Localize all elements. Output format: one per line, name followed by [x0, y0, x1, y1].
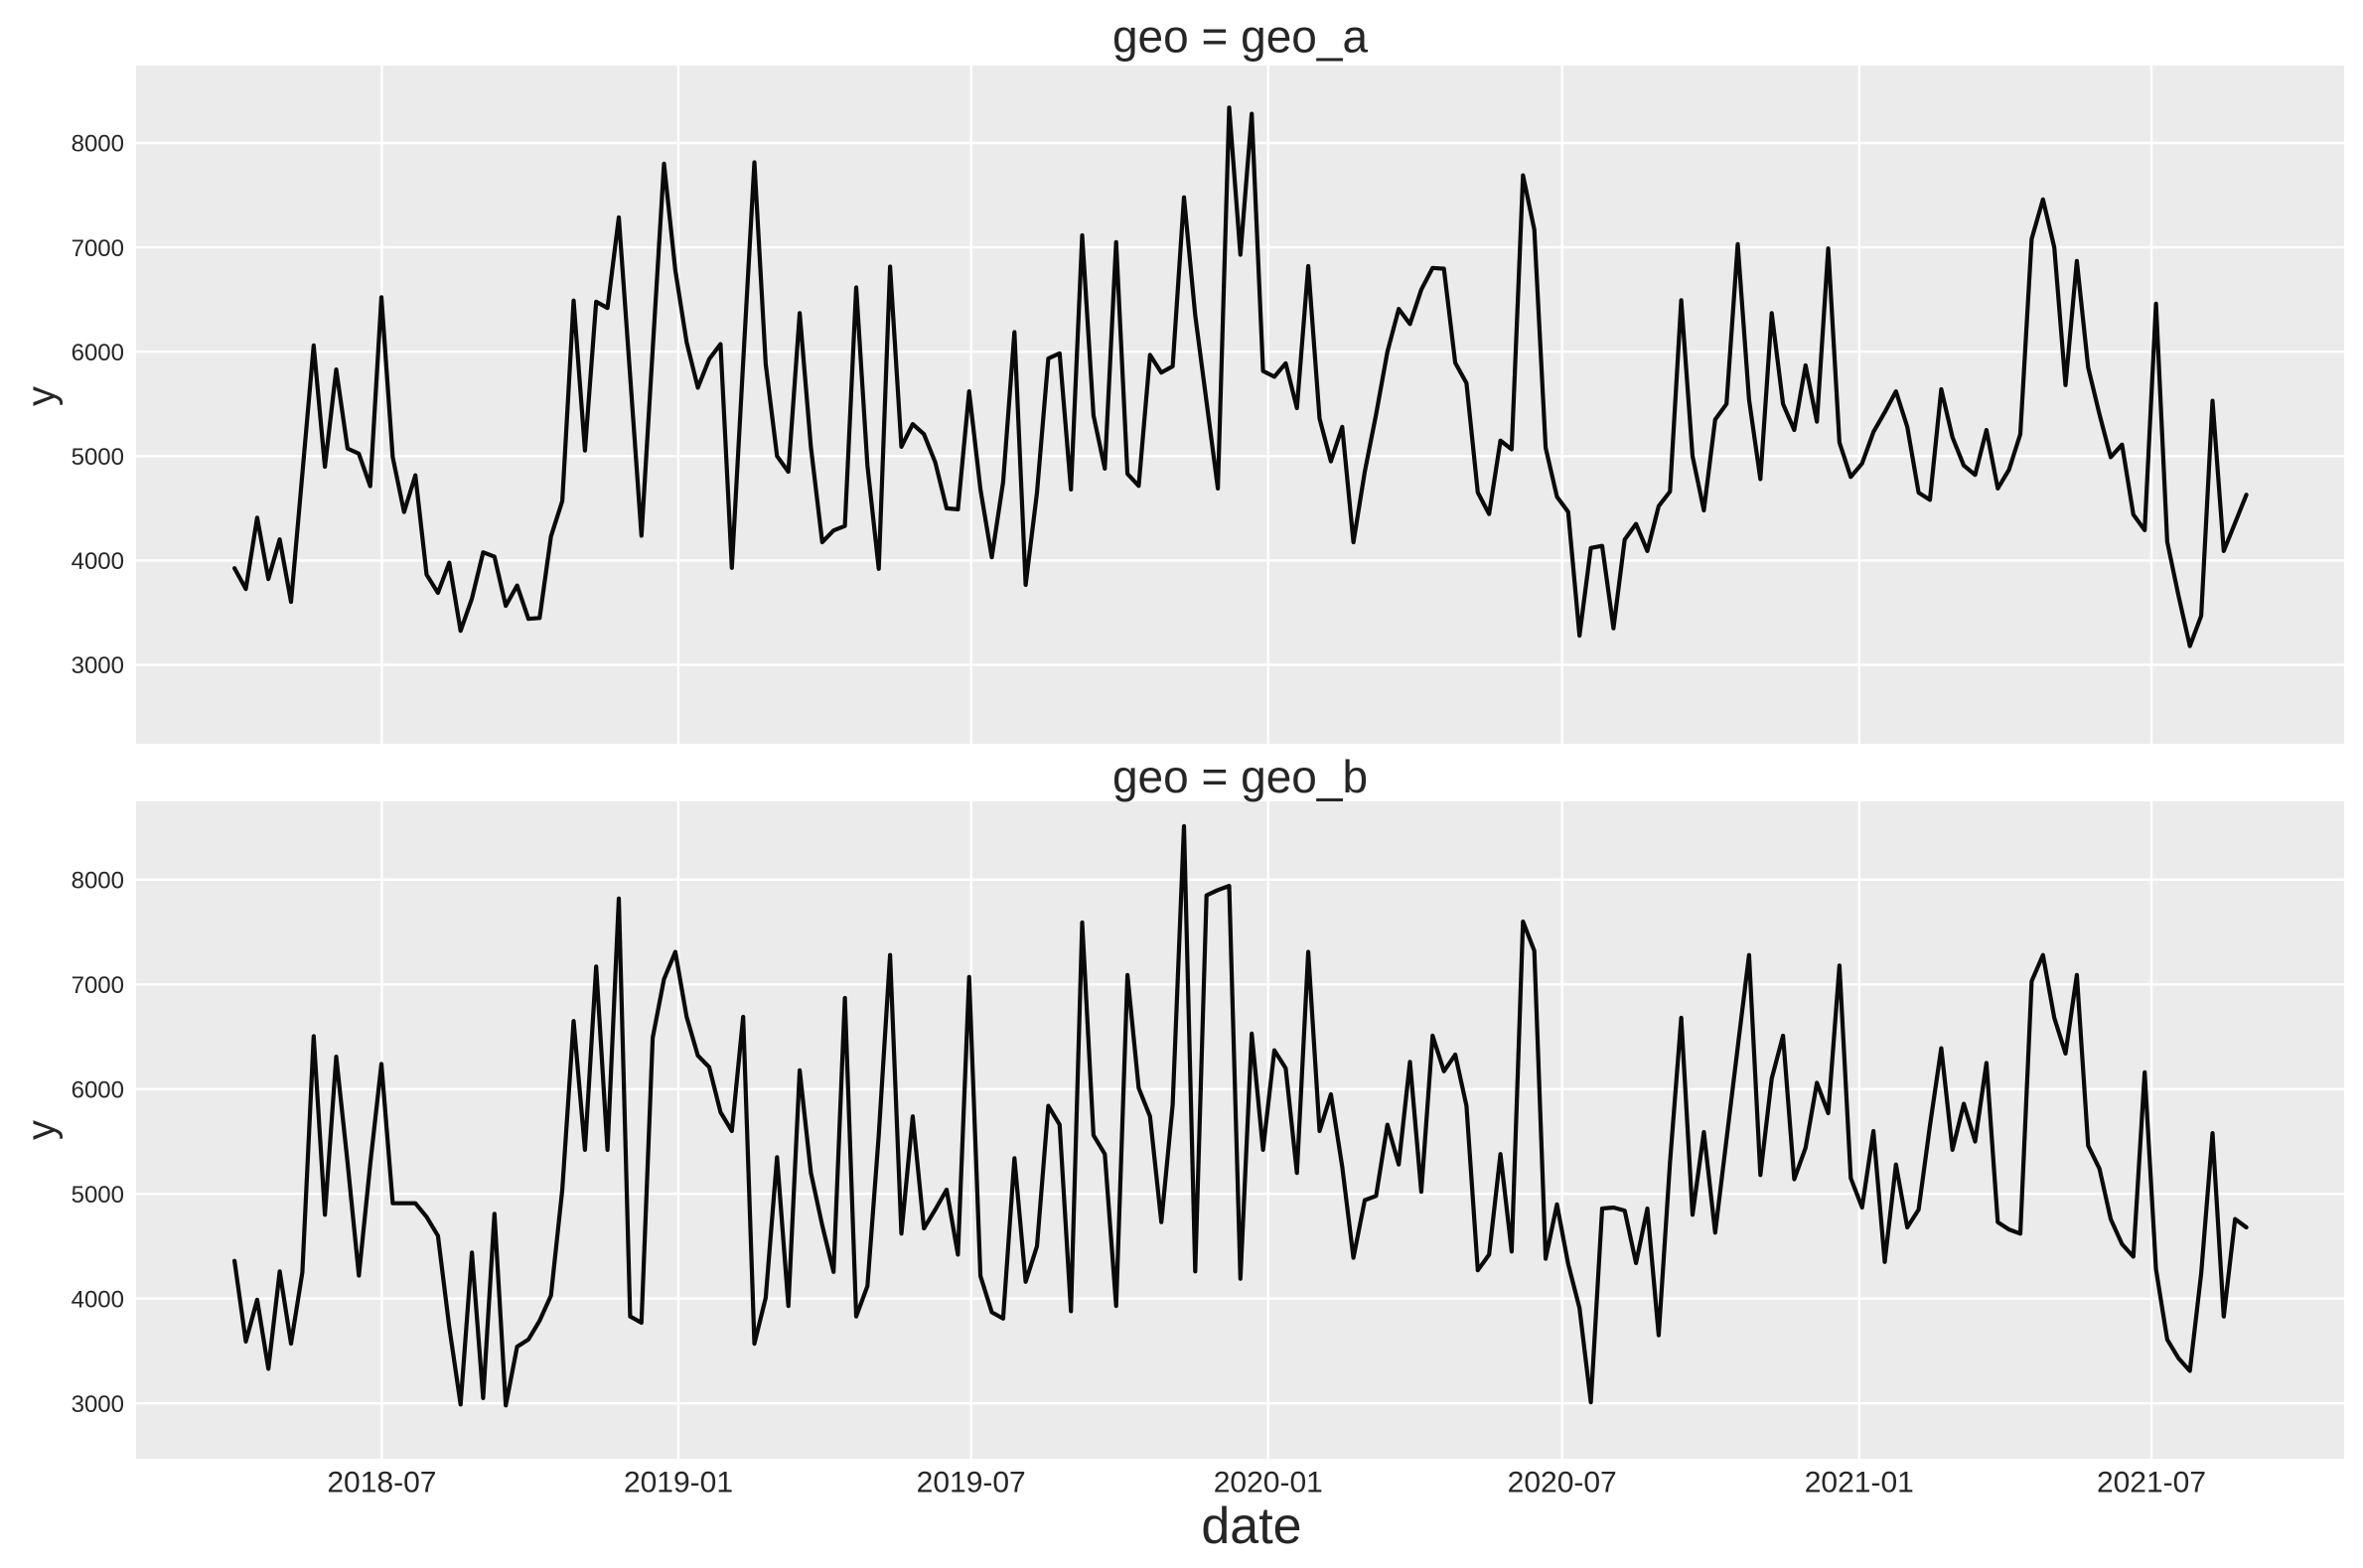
- svg-text:2020-07: 2020-07: [1508, 1467, 1617, 1499]
- svg-text:6000: 6000: [72, 1077, 124, 1104]
- svg-text:4000: 4000: [72, 548, 124, 575]
- svg-text:2019-01: 2019-01: [624, 1467, 733, 1499]
- svg-text:2020-01: 2020-01: [1214, 1467, 1323, 1499]
- svg-text:2018-07: 2018-07: [327, 1467, 436, 1499]
- svg-text:5000: 5000: [72, 444, 124, 471]
- svg-text:3000: 3000: [72, 652, 124, 679]
- svg-text:5000: 5000: [72, 1182, 124, 1209]
- svg-text:date: date: [1201, 1497, 1301, 1555]
- svg-text:7000: 7000: [72, 972, 124, 999]
- svg-text:2021-07: 2021-07: [2097, 1467, 2206, 1499]
- svg-text:4000: 4000: [72, 1286, 124, 1313]
- svg-text:2021-01: 2021-01: [1805, 1467, 1914, 1499]
- svg-text:y: y: [20, 386, 64, 406]
- svg-text:8000: 8000: [72, 131, 124, 158]
- svg-text:2019-07: 2019-07: [917, 1467, 1026, 1499]
- svg-text:y: y: [20, 1120, 64, 1140]
- svg-text:7000: 7000: [72, 235, 124, 262]
- svg-text:3000: 3000: [72, 1391, 124, 1418]
- svg-text:6000: 6000: [72, 340, 124, 366]
- svg-text:8000: 8000: [72, 868, 124, 895]
- svg-text:geo = geo_a: geo = geo_a: [1112, 11, 1369, 63]
- svg-text:geo = geo_b: geo = geo_b: [1112, 751, 1368, 802]
